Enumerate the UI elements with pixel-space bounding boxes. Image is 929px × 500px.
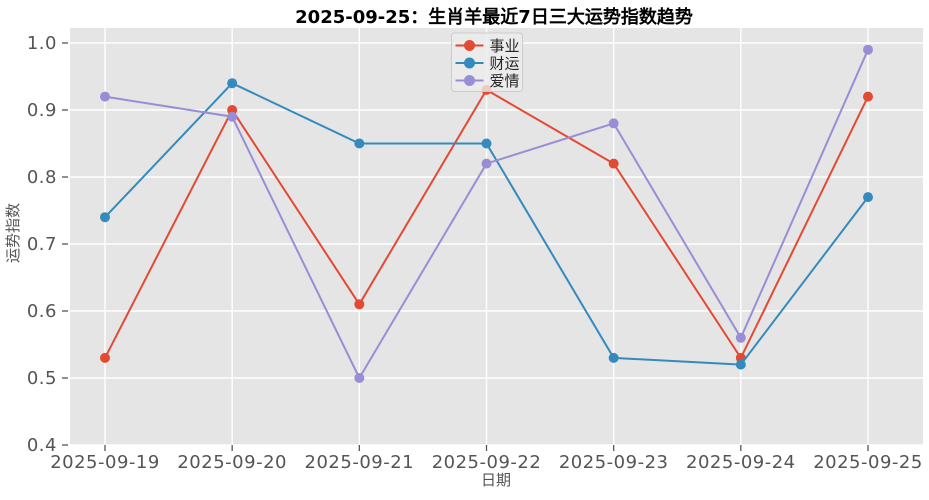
data-point-财运 — [354, 138, 365, 149]
data-point-财运 — [227, 78, 238, 89]
y-tick-label: 0.8 — [27, 167, 57, 188]
data-point-财运 — [100, 212, 110, 223]
data-point-事业 — [100, 352, 110, 363]
legend-label: 财运 — [490, 55, 520, 73]
x-tick-label: 2025-09-20 — [177, 452, 287, 473]
chart-title: 2025-09-25：生肖羊最近7日三大运势指数趋势 — [295, 6, 693, 28]
y-tick-label: 0.4 — [27, 435, 57, 456]
legend-marker — [464, 75, 475, 86]
data-point-爱情 — [100, 91, 110, 102]
legend-label: 爱情 — [490, 72, 520, 90]
x-tick-label: 2025-09-24 — [686, 452, 796, 473]
data-point-爱情 — [227, 111, 238, 122]
x-tick-label: 2025-09-19 — [50, 452, 160, 473]
x-tick-label: 2025-09-25 — [813, 452, 923, 473]
data-point-事业 — [863, 91, 873, 102]
data-point-财运 — [481, 138, 492, 149]
legend-marker — [464, 57, 475, 69]
x-tick-label: 2025-09-22 — [432, 452, 542, 473]
x-tick-label: 2025-09-23 — [559, 452, 669, 473]
plot-area — [70, 28, 923, 445]
data-point-事业 — [354, 299, 365, 310]
data-point-爱情 — [863, 44, 873, 55]
y-axis-label: 运势指数 — [4, 203, 22, 263]
x-tick-label: 2025-09-21 — [305, 452, 415, 473]
data-point-财运 — [608, 352, 619, 363]
data-point-爱情 — [481, 158, 492, 169]
y-tick-label: 0.6 — [27, 301, 57, 322]
data-point-财运 — [863, 192, 873, 203]
legend-label: 事业 — [490, 37, 520, 55]
data-point-爱情 — [354, 373, 365, 383]
data-point-爱情 — [735, 332, 746, 343]
data-point-爱情 — [608, 118, 619, 129]
data-point-财运 — [735, 359, 746, 370]
y-tick-label: 1.0 — [27, 33, 57, 54]
y-tick-label: 0.9 — [27, 100, 57, 121]
plot-layer: 0.4 0.5 0.6 0.7 0.8 0.9 1.0 2025-09-19 2025-09-2… — [27, 28, 923, 473]
y-tick-label: 0.5 — [27, 368, 57, 389]
data-point-事业 — [608, 158, 619, 169]
y-tick-label: 0.7 — [27, 234, 57, 255]
x-axis-label: 日期 — [481, 471, 511, 489]
legend-marker — [464, 40, 475, 51]
